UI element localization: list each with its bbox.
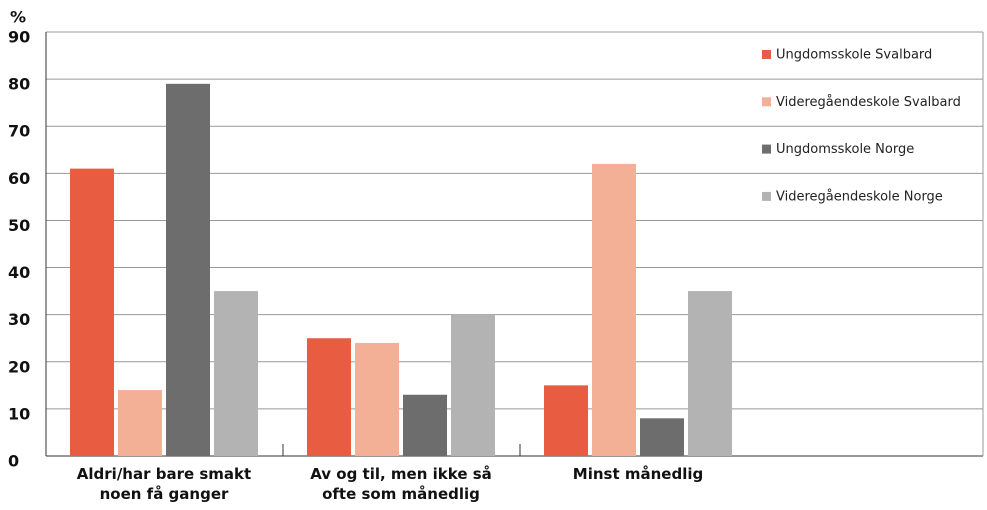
y-tick-label: 0 bbox=[8, 452, 19, 471]
bar bbox=[403, 394, 447, 456]
legend-swatch bbox=[762, 191, 771, 201]
bar bbox=[640, 418, 684, 456]
legend-swatch bbox=[762, 144, 771, 154]
bar bbox=[592, 163, 636, 456]
x-tick-label: Aldri/har bare smakt noen få ganger bbox=[76, 465, 252, 503]
y-tick-label: 20 bbox=[8, 357, 30, 376]
bar bbox=[118, 390, 162, 456]
y-tick-label: 90 bbox=[8, 28, 30, 47]
legend-label: Ungdomsskole Svalbard bbox=[776, 48, 932, 63]
y-tick-label: 40 bbox=[8, 263, 30, 282]
x-tick-label: Av og til, men ikke så ofte som månedlig bbox=[310, 465, 492, 503]
y-tick-label: 30 bbox=[8, 310, 30, 329]
bar bbox=[70, 168, 114, 456]
legend-label: Videregåendeskole Norge bbox=[776, 189, 943, 204]
bar bbox=[688, 291, 732, 456]
y-tick-label: 70 bbox=[8, 122, 30, 141]
bar bbox=[451, 314, 495, 456]
bar bbox=[307, 338, 351, 456]
x-tick-label: Minst månedlig bbox=[572, 465, 704, 483]
bar bbox=[214, 291, 258, 456]
legend-swatch bbox=[762, 50, 771, 59]
y-tick-label: 60 bbox=[8, 169, 30, 188]
bar bbox=[166, 83, 210, 457]
legend-label: Videregåendeskole Svalbard bbox=[776, 95, 961, 110]
legend-label: Ungdomsskole Norge bbox=[776, 142, 914, 157]
bar bbox=[544, 385, 588, 456]
y-tick-label: 50 bbox=[8, 216, 30, 235]
y-tick-label: 10 bbox=[8, 404, 30, 423]
y-axis-label: % bbox=[10, 8, 26, 27]
y-tick-label: 80 bbox=[8, 75, 30, 94]
bar bbox=[355, 342, 399, 456]
legend-swatch bbox=[762, 97, 771, 107]
